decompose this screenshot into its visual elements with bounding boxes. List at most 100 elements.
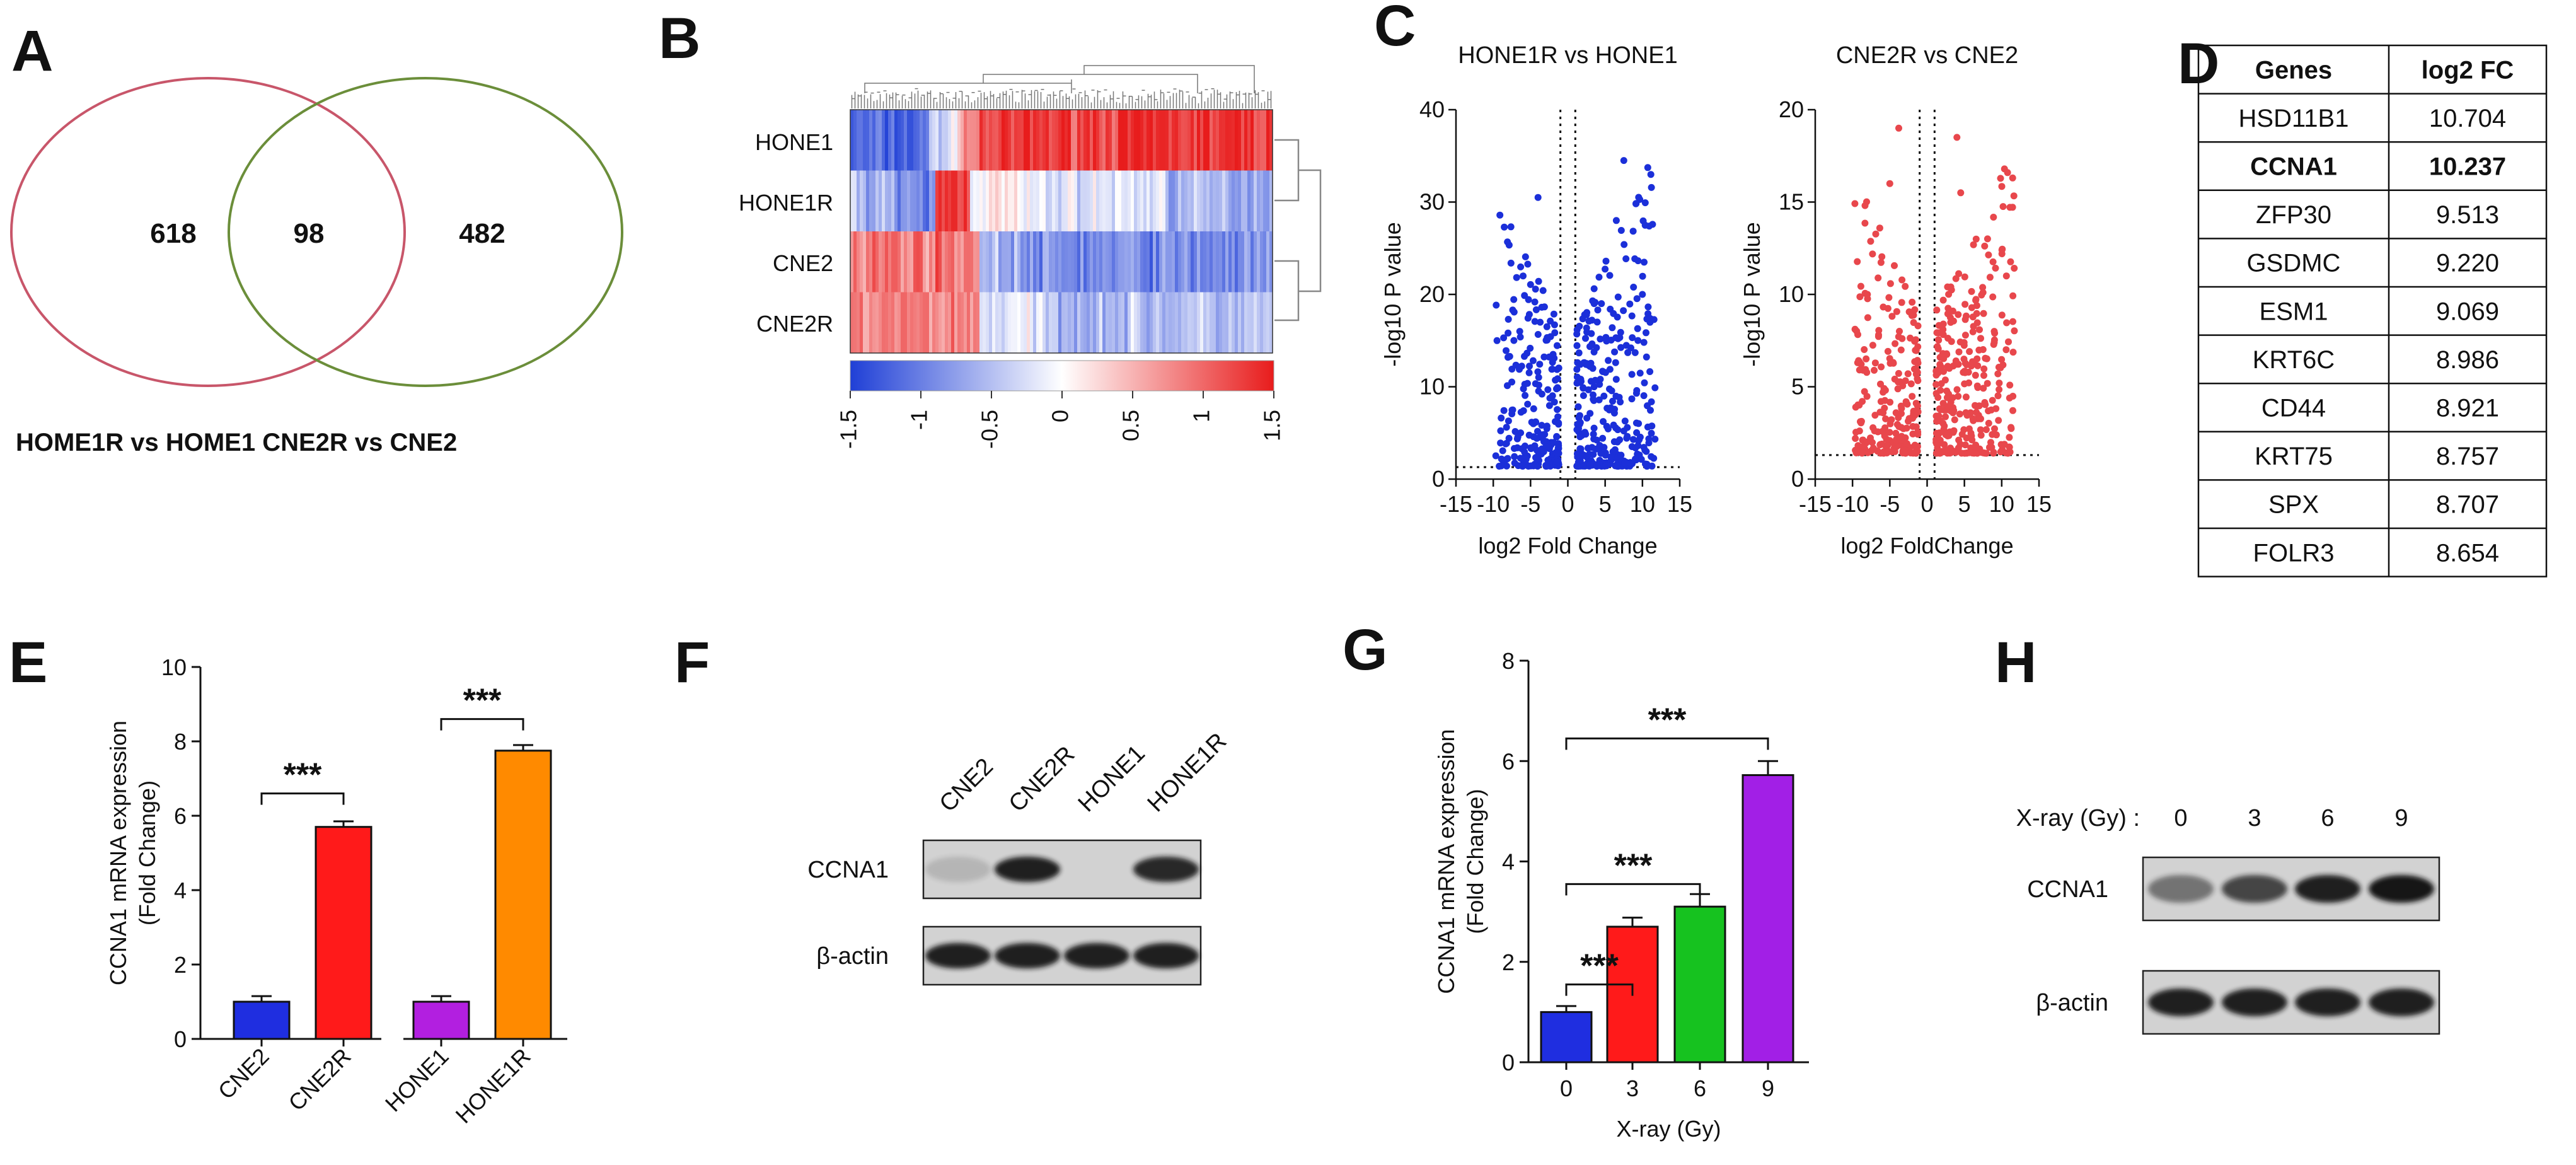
error-bar [251,995,272,1002]
blot-band [2369,875,2434,903]
bar-y-tick: 10 [161,654,187,680]
volcano-x-tick: -10 [1477,491,1510,517]
volcano-x-tick: 10 [1630,491,1655,517]
panel-label-h: H [1995,630,2036,695]
table-cell-fc: 9.220 [2436,250,2499,277]
venn-right-count: 482 [459,218,505,249]
bar-HONE1 [412,1000,470,1040]
table-cell-gene: FOLR3 [2253,539,2335,567]
volcano-y-tick: 40 [1419,96,1445,122]
bar-y-tick: 0 [174,1026,187,1052]
bar-y-label-2: (Fold Change) [1462,789,1488,934]
colorbar-tick-label: 0 [1048,410,1073,422]
volcano-y-tick: 30 [1419,189,1445,215]
significance-bracket [260,792,345,805]
error-bar [333,820,354,827]
blot-row-label: β-actin [816,943,889,970]
blot-header: X-ray (Gy) : [2016,805,2140,832]
blot-lane-label: HONE1 [1073,740,1150,817]
volcano-title: HONE1R vs HONE1 [1458,42,1677,69]
panel-label-a: A [11,19,53,83]
volcano-y-tick: 5 [1791,374,1804,400]
heatmap-cells [850,110,1273,353]
bar-y-tick: 8 [1502,648,1515,674]
significance-stars: *** [463,683,502,719]
significance-bracket [1565,983,1634,996]
volcano-points [1492,157,1659,470]
table-cell-gene: HSD11B1 [2239,105,2349,132]
error-bar [1690,893,1710,907]
volcano-y-tick: 0 [1432,466,1445,492]
blot-band [925,942,991,969]
volcano-x-label: log2 Fold Change [1478,533,1657,559]
panel-label-f: F [674,630,710,695]
volcano-x-tick: 10 [1989,491,2014,517]
volcano-y-tick: 20 [1419,281,1445,307]
heatmap-row-label-0: HONE1 [755,129,833,155]
volcano-x-tick: -5 [1520,491,1540,517]
significance-bracket [440,718,524,731]
bar-y-tick: 6 [174,803,187,829]
error-bar [1758,760,1778,775]
colorbar-tick-label: -1 [906,410,932,430]
blot-band [2295,988,2360,1016]
volcano-points [1851,124,2018,457]
venn-circle-left [10,77,406,387]
table-cell-gene: CCNA1 [2250,153,2337,181]
panel-label-e: E [9,630,47,695]
blot-lane-label: CNE2R [1004,741,1080,818]
table-cell-fc: 10.237 [2429,153,2506,181]
volcano-y-tick: 0 [1791,466,1804,492]
blot-band [2222,875,2287,903]
blot-band [925,856,991,883]
bar-y-tick: 4 [174,878,187,903]
table-cell-fc: 8.707 [2436,491,2499,519]
panel-label-g: G [1343,618,1388,682]
blot-lane-label: 6 [2321,805,2334,832]
table-cell-gene: ZFP30 [2256,201,2331,229]
volcano-x-tick: -15 [1799,491,1832,517]
colorbar-ticks: -1.5 -1 -0.5 0 0.5 1 1.5 [836,391,1285,449]
blot-row-label: CCNA1 [2027,876,2108,903]
heatmap-row-label-3: CNE2R [756,311,833,337]
colorbar-tick-label: -0.5 [977,410,1003,449]
venn-caption: HOME1R vs HOME1 CNE2R vs CNE2 [16,429,457,456]
blot-band [995,942,1060,969]
bar-y-tick: 2 [1502,949,1515,975]
bar-y-tick: 6 [1502,748,1515,774]
volcano-title: CNE2R vs CNE2 [1836,42,2018,69]
heatmap-row-label-1: HONE1R [739,190,833,216]
blot-band [1064,942,1129,969]
blot-row-label: β-actin [2036,990,2108,1016]
table-cell-gene: ESM1 [2260,298,2328,325]
heatmap-row-dendrogram [1274,139,1322,322]
bar-y-tick: 0 [1502,1050,1515,1075]
bar-y-label-2: (Fold Change) [134,780,160,925]
bar-CNE2R [315,826,373,1040]
bar-x-tick: CNE2R [283,1043,355,1116]
table-cell-fc: 8.757 [2436,443,2499,470]
bar-x-label: X-ray (Gy) [1617,1116,1721,1142]
bar-y-tick: 4 [1502,849,1515,875]
volcano-x-tick: -5 [1880,491,1900,517]
table-cell-gene: GSDMC [2247,250,2341,277]
blot-band [2148,875,2214,903]
bar-9 [1741,774,1794,1064]
error-bar [513,744,533,751]
volcano-x-tick: 0 [1561,491,1574,517]
table-cell-fc: 8.654 [2436,539,2499,567]
bar-chart-e: 0 2 4 6 8 10 CCNA1 mRNA expression (Fold Change… [105,654,567,1128]
blot-row-label: CCNA1 [807,857,889,883]
blot-lane-label: 0 [2174,805,2187,832]
heatmap-panel: HONE1 HONE1R CNE2 CNE2R -1.5 -1 -0.5 0 0.5 1 1… [739,65,1322,449]
volcano-x-tick: 5 [1599,491,1612,517]
blot-lane-label: 9 [2394,805,2408,832]
table-cell-gene: SPX [2268,491,2319,519]
volcano-y-label: -log10 P value [1380,222,1406,367]
error-bar [1556,1005,1576,1012]
colorbar-tick-label: 1.5 [1259,410,1285,441]
volcano-y-tick: 15 [1779,189,1804,215]
table-cell-fc: 10.704 [2429,105,2506,132]
